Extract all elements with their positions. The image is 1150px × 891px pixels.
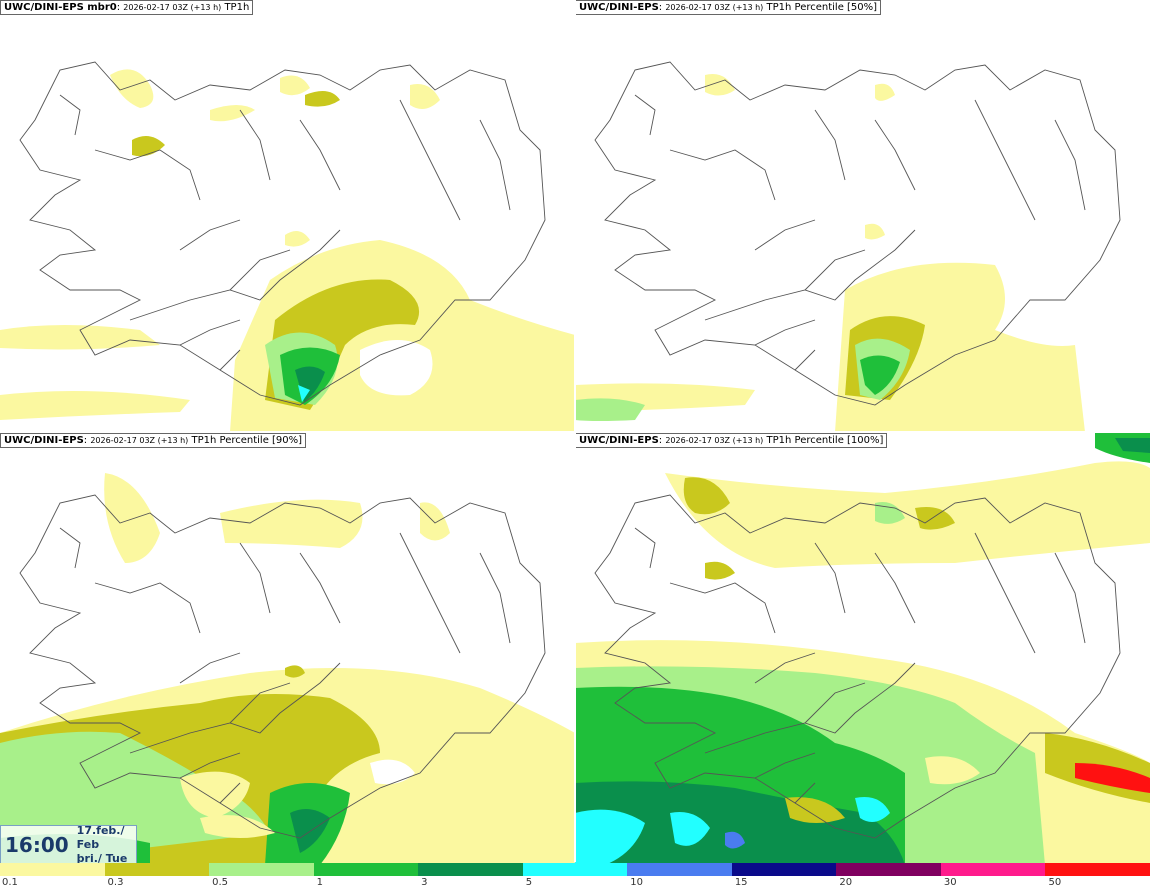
panel-title-p90: UWC/DINI-EPS: 2026-02-17 03Z (+13 h) TP1… [0, 433, 307, 448]
panel-title-p50: UWC/DINI-EPS: 2026-02-17 03Z (+13 h) TP1… [575, 0, 882, 15]
precip-map-p90 [0, 473, 575, 865]
legend-label: 15 [734, 877, 748, 888]
legend-label: 50 [1048, 877, 1062, 888]
panel-model-label: UWC/DINI-EPS [579, 2, 659, 13]
panel-model-label: UWC/DINI-EPS mbr0 [4, 2, 117, 13]
legend-swatch [418, 863, 523, 876]
panel-title-mbr0: UWC/DINI-EPS mbr0: 2026-02-17 03Z (+13 h… [0, 0, 254, 15]
legend-label: 30 [943, 877, 957, 888]
legend-swatch [0, 863, 105, 876]
panel-divider-horizontal [0, 431, 1150, 433]
legend-label: 20 [839, 877, 853, 888]
legend-swatch [522, 863, 628, 876]
map-panel-p90: UWC/DINI-EPS: 2026-02-17 03Z (+13 h) TP1… [0, 433, 575, 865]
legend-label: 1 [316, 877, 323, 888]
panel-run-label: 2026-02-17 03Z (+13 h) [123, 3, 222, 12]
legend-swatch [627, 863, 732, 876]
legend-swatch [940, 863, 1046, 876]
legend-swatch [104, 863, 210, 876]
precip-map-p50 [575, 61, 1121, 432]
map-panel-p50: UWC/DINI-EPS: 2026-02-17 03Z (+13 h) TP1… [575, 0, 1150, 432]
legend-color-bar [0, 863, 1150, 876]
legend-label: 5 [525, 877, 533, 888]
panel-field-label: TP1h [224, 2, 250, 13]
panel-run-label: 2026-02-17 03Z (+13 h) [665, 436, 764, 445]
precip-map-p100 [575, 433, 1150, 865]
color-legend: 0.1 0.3 0.5 1 3 5 10 15 20 30 50 [0, 863, 1150, 891]
map-panel-p100: UWC/DINI-EPS: 2026-02-17 03Z (+13 h) TP1… [575, 433, 1150, 865]
panel-field-label: TP1h Percentile [100%] [766, 435, 884, 446]
legend-swatch [731, 863, 837, 876]
legend-swatch [1045, 863, 1150, 876]
map-panel-mbr0: UWC/DINI-EPS mbr0: 2026-02-17 03Z (+13 h… [0, 0, 575, 432]
legend-label: 0.3 [107, 877, 124, 888]
valid-date: 17.feb./ Feb [76, 824, 125, 851]
panel-model-label: UWC/DINI-EPS [579, 435, 659, 446]
legend-swatch [313, 863, 419, 876]
panel-run-label: 2026-02-17 03Z (+13 h) [90, 436, 189, 445]
valid-date-block: 17.feb./ Feb þri./ Tue [77, 824, 136, 866]
panel-field-label: TP1h Percentile [90%] [191, 435, 303, 446]
panel-run-label: 2026-02-17 03Z (+13 h) [665, 3, 764, 12]
legend-label: 3 [421, 877, 428, 888]
legend-swatch [836, 863, 941, 876]
valid-time: 16:00 [5, 833, 69, 857]
valid-day: þri./ Tue [76, 852, 128, 865]
precip-map-mbr0 [0, 61, 575, 432]
legend-label: 10 [630, 877, 643, 888]
panel-title-p100: UWC/DINI-EPS: 2026-02-17 03Z (+13 h) TP1… [575, 433, 888, 448]
valid-time-box: 16:00 17.feb./ Feb þri./ Tue [0, 824, 137, 866]
legend-swatch [209, 863, 314, 876]
legend-label: 0.5 [212, 877, 228, 888]
panel-field-label: TP1h Percentile [50%] [766, 2, 878, 13]
legend-label: 0.1 [2, 877, 18, 888]
panel-model-label: UWC/DINI-EPS [4, 435, 84, 446]
